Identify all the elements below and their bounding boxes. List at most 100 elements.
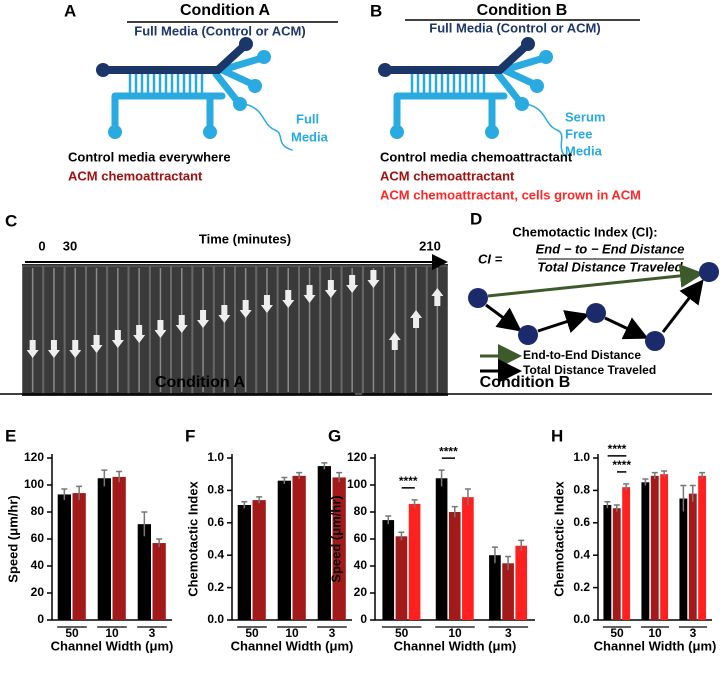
- y-tick-label: 80: [31, 504, 45, 518]
- y-tick-label: 120: [24, 450, 44, 464]
- section-title: Condition A: [155, 374, 245, 391]
- x-tick-label: 10: [648, 626, 662, 640]
- cell-arrow: [346, 275, 359, 293]
- error-bar: [651, 471, 658, 480]
- bar: [688, 493, 697, 620]
- media-label: Full Media (Control or ACM): [134, 23, 305, 38]
- error-bar: [321, 462, 328, 470]
- y-tick-label: 60: [354, 531, 368, 545]
- bar: [72, 493, 86, 620]
- condition-text: ACM chemoattractant: [68, 168, 203, 183]
- error-bar: [613, 504, 620, 512]
- y-tick-label: 20: [31, 585, 45, 599]
- significance-label: ****: [439, 444, 458, 458]
- significance-label: ****: [612, 458, 631, 472]
- cell-arrow: [26, 340, 39, 358]
- cell-arrow: [154, 320, 167, 338]
- x-axis-title: Channel Width (μm): [394, 638, 517, 653]
- bar: [679, 498, 688, 620]
- side-label: Media: [291, 129, 329, 144]
- y-tick-label: 0.0: [207, 612, 224, 626]
- y-tick-label: 0.6: [207, 515, 224, 529]
- cell-arrow: [410, 310, 423, 328]
- y-tick-label: 120: [347, 450, 367, 464]
- panel-d: D Chemotactic Index (CI): CI = End − to …: [468, 209, 719, 383]
- bar: [317, 466, 331, 620]
- bar: [332, 477, 346, 620]
- bar: [435, 478, 448, 620]
- bar: [650, 475, 659, 620]
- cell-arrow: [239, 300, 252, 318]
- condition-text: Control media chemoattractant: [380, 149, 573, 164]
- x-tick-label: 3: [690, 626, 697, 640]
- y-tick-label: 0.2: [207, 580, 224, 594]
- error-bar: [385, 515, 392, 525]
- panel-label: A: [64, 1, 76, 20]
- panel-title: Condition B: [477, 2, 568, 19]
- side-label: Full: [296, 111, 319, 126]
- formula-lhs: CI =: [478, 251, 503, 266]
- y-tick-label: 100: [347, 477, 367, 491]
- y-axis-title: Chemotactic Index: [185, 480, 200, 596]
- bar: [489, 555, 501, 620]
- y-axis-title: Chemotactic Index: [551, 480, 566, 596]
- bar: [237, 504, 251, 620]
- y-tick-label: 0.4: [207, 547, 224, 561]
- condition-text: ACM chemoattractant, cells grown in ACM: [380, 187, 641, 202]
- bar: [462, 497, 474, 620]
- bar: [382, 520, 395, 620]
- bar: [698, 475, 707, 620]
- error-bar: [281, 476, 288, 484]
- time-label: 30: [63, 238, 77, 253]
- bar: [515, 545, 528, 620]
- y-tick-label: 60: [31, 531, 45, 545]
- condition-text: Control media everywhere: [68, 149, 231, 164]
- error-bar: [680, 484, 687, 512]
- x-tick-label: 3: [149, 626, 156, 640]
- y-tick-label: 0.8: [573, 483, 590, 497]
- panel-label: F: [185, 426, 195, 445]
- bar: [57, 494, 71, 620]
- y-tick-label: 0.0: [573, 612, 590, 626]
- x-tick-label: 50: [610, 626, 624, 640]
- bar: [408, 503, 421, 620]
- side-label: Serum: [565, 109, 605, 124]
- error-bar: [398, 531, 405, 541]
- cell-arrow: [197, 310, 210, 328]
- panel-a: A Condition A Full Media (Control or ACM…: [64, 1, 338, 183]
- bar: [395, 536, 408, 620]
- bar: [612, 508, 621, 620]
- error-bar: [336, 471, 343, 483]
- time-label: 0: [38, 238, 45, 253]
- time-label: 210: [419, 238, 441, 253]
- x-tick-label: 10: [285, 626, 299, 640]
- cell-arrow: [218, 305, 231, 323]
- error-bar: [464, 488, 471, 506]
- y-tick-label: 0.2: [573, 580, 590, 594]
- panel-label: G: [328, 426, 341, 445]
- y-tick-label: 0: [360, 612, 367, 626]
- y-tick-label: 1.0: [573, 450, 590, 464]
- error-bar: [76, 485, 83, 500]
- y-tick-label: 40: [354, 558, 368, 572]
- bar: [502, 563, 514, 620]
- x-tick-label: 50: [245, 626, 259, 640]
- bar: [97, 478, 111, 620]
- bar: [641, 482, 650, 620]
- error-bar: [451, 505, 458, 518]
- error-bar: [141, 511, 148, 537]
- cell-arrow: [324, 280, 337, 298]
- x-tick-label: 10: [105, 626, 119, 640]
- x-tick-label: 50: [395, 626, 409, 640]
- error-bar: [156, 538, 163, 548]
- cell-arrow: [111, 330, 124, 348]
- cell-arrow: [175, 315, 188, 333]
- cell-arrow: [133, 325, 146, 343]
- y-tick-label: 0: [37, 612, 44, 626]
- ci-title: Chemotactic Index (CI):: [512, 224, 657, 239]
- micrograph-frames: [22, 265, 448, 395]
- y-axis-title: Speed (μm/hr): [328, 495, 343, 582]
- y-axis-title: Speed (μm/hr): [5, 495, 20, 582]
- panel-c: C Time (minutes) 0 30 210: [5, 211, 448, 396]
